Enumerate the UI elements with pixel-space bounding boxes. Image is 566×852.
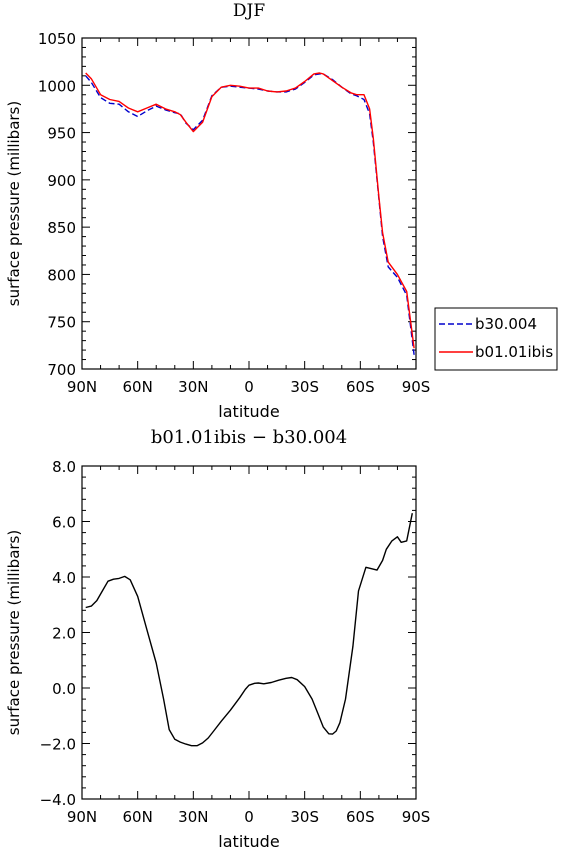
y-tick-label: 2.0 (52, 625, 76, 643)
legend: b30.004 b01.01ibis (434, 307, 558, 371)
x-tick-label: 30S (290, 378, 319, 396)
y-tick-label: 6.0 (52, 514, 76, 532)
x-tick-label: 60S (346, 808, 375, 826)
x-tick-label: 60S (346, 378, 375, 396)
y-tick-label: 8.0 (52, 458, 76, 476)
legend-box (434, 307, 558, 371)
y-tick-label: −4.0 (40, 791, 76, 809)
y-tick-label: 850 (47, 219, 76, 237)
chart-title: DJF (233, 1, 265, 21)
x-tick-label: 90S (402, 808, 431, 826)
x-tick-label: 30S (290, 808, 319, 826)
series-line-b30-004 (85, 73, 415, 355)
y-tick-label: 1050 (38, 30, 76, 48)
chart-title: b01.01ibis − b30.004 (151, 427, 347, 448)
y-tick-label: 800 (47, 266, 76, 284)
chart-1: DJF 700 750 800 850 900 950 1000 1050 90N 60N 30N 0 3… (5, 1, 558, 421)
x-tick-label: 0 (244, 808, 254, 826)
x-tick-label: 90N (67, 378, 97, 396)
x-tick-label: 90N (67, 808, 97, 826)
y-tick-label: 1000 (38, 77, 76, 95)
x-tick-label: 30N (178, 378, 208, 396)
y-tick-label: 0.0 (52, 680, 76, 698)
series-line-difference (85, 513, 413, 747)
y-tick-label: 700 (47, 361, 76, 379)
x-tick-label: 0 (244, 378, 254, 396)
plot-frame (81, 465, 417, 800)
y-tick-label: 950 (47, 125, 76, 143)
y-tick-label: 4.0 (52, 569, 76, 587)
x-axis-label: latitude (218, 832, 279, 851)
y-axis-label: surface pressure (millibars) (5, 530, 23, 735)
y-tick-label: 900 (47, 172, 76, 190)
legend-label: b30.004 (475, 315, 537, 333)
legend-label: b01.01ibis (475, 343, 553, 361)
series-line-b01-01ibis (85, 72, 415, 349)
x-tick-label: 60N (123, 378, 153, 396)
x-axis-label: latitude (218, 402, 279, 421)
y-tick-label: −2.0 (40, 736, 76, 754)
y-tick-label: 750 (47, 314, 76, 332)
x-tick-label: 30N (178, 808, 208, 826)
y-axis-label: surface pressure (millibars) (5, 101, 23, 306)
x-tick-label: 90S (402, 378, 431, 396)
x-tick-label: 60N (123, 808, 153, 826)
chart-2: b01.01ibis − b30.004 −4.0 −2.0 0.0 2.0 4.0 6.0… (5, 427, 430, 851)
